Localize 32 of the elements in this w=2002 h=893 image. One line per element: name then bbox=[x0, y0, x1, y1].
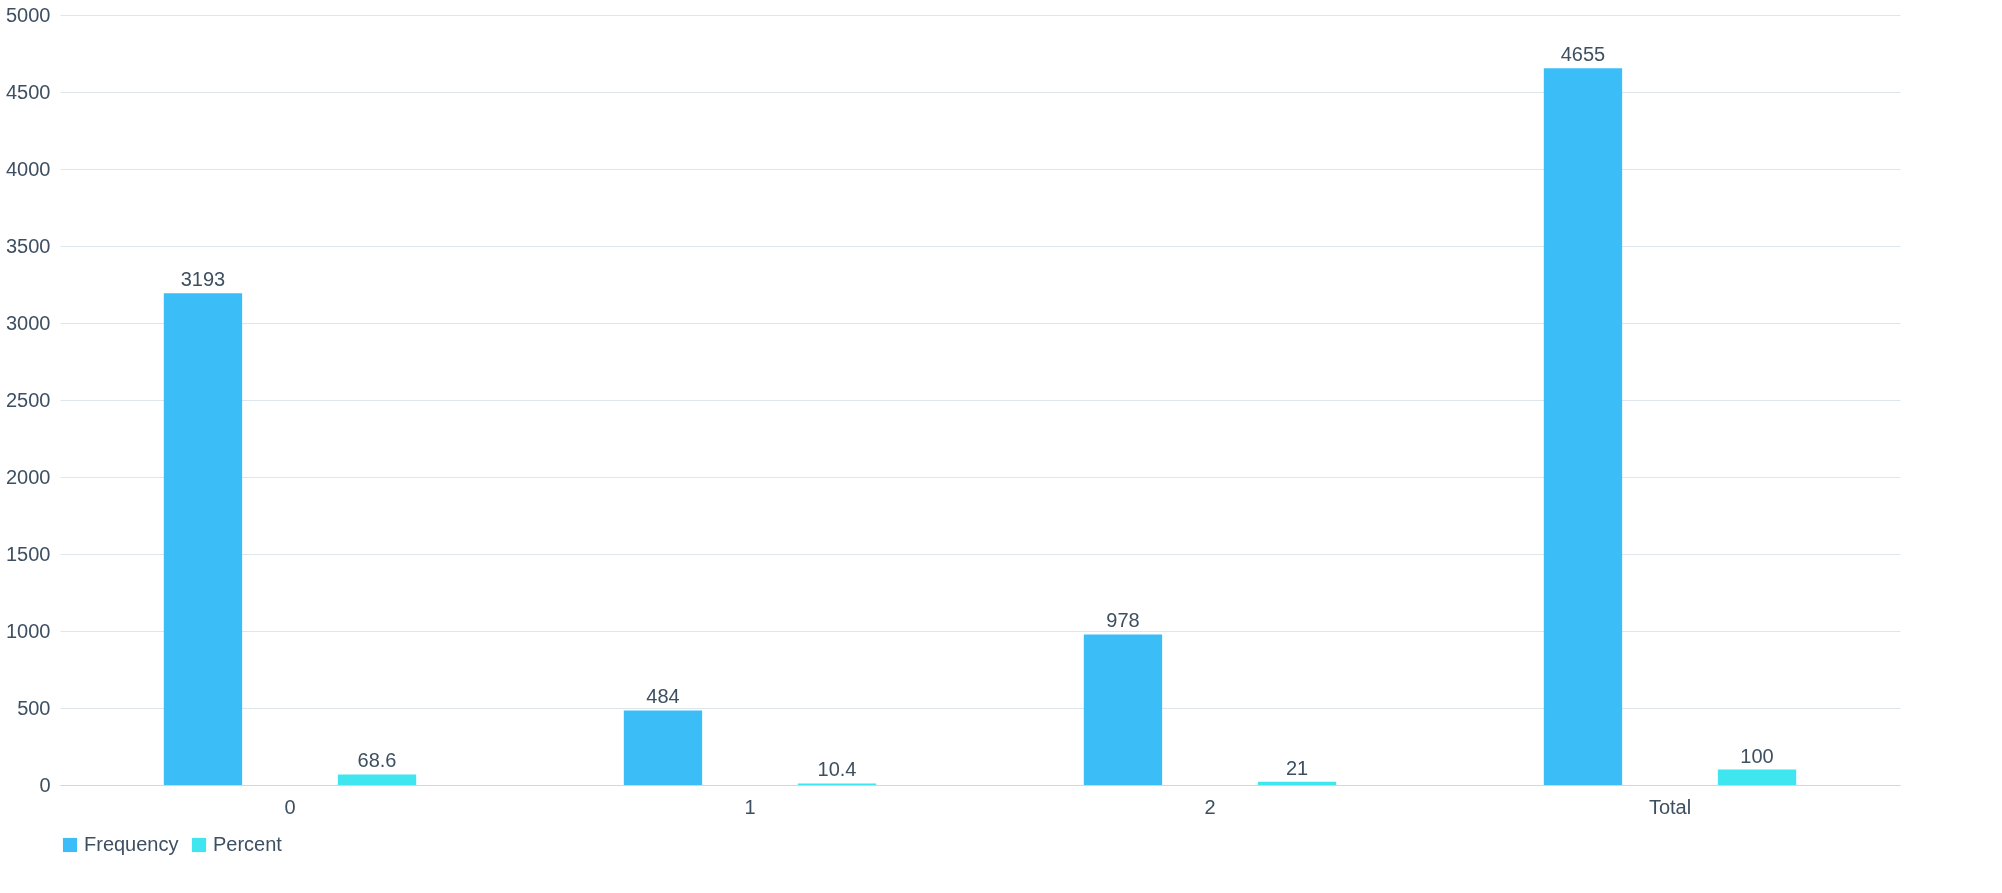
data-label: 4655 bbox=[1560, 43, 1606, 66]
x-tick-label: Total bbox=[1648, 795, 1692, 818]
legend-label: Percent bbox=[213, 833, 283, 855]
bar bbox=[1543, 68, 1623, 785]
y-tick-label: 3500 bbox=[6, 234, 51, 257]
y-tick-label: 0 bbox=[39, 773, 51, 796]
bar bbox=[623, 710, 703, 785]
y-tick-label: 2500 bbox=[6, 388, 51, 411]
data-label: 484 bbox=[646, 685, 680, 708]
data-label: 100 bbox=[1740, 744, 1774, 767]
bar bbox=[1083, 634, 1163, 785]
y-tick-label: 500 bbox=[17, 696, 51, 719]
y-tick-label: 4500 bbox=[6, 80, 51, 103]
y-tick-label: 4000 bbox=[6, 157, 51, 180]
data-label: 3193 bbox=[180, 268, 226, 291]
bar bbox=[1257, 781, 1337, 785]
y-tick-label: 5000 bbox=[6, 3, 51, 26]
x-tick-label: 2 bbox=[1204, 795, 1216, 818]
y-tick-label: 3000 bbox=[6, 311, 51, 334]
data-label: 21 bbox=[1285, 756, 1309, 779]
y-tick-label: 2000 bbox=[6, 465, 51, 488]
y-tick-label: 1500 bbox=[6, 542, 51, 565]
x-tick-label: 1 bbox=[744, 795, 756, 818]
y-tick-label: 1000 bbox=[6, 619, 51, 642]
data-label: 68.6 bbox=[357, 749, 397, 772]
legend-label: Frequency bbox=[84, 833, 179, 855]
x-tick-label: 0 bbox=[284, 795, 296, 818]
data-label: 978 bbox=[1106, 609, 1140, 632]
bar bbox=[337, 774, 417, 785]
bar bbox=[1717, 769, 1797, 785]
bar bbox=[163, 293, 243, 785]
data-label: 10.4 bbox=[817, 758, 857, 781]
